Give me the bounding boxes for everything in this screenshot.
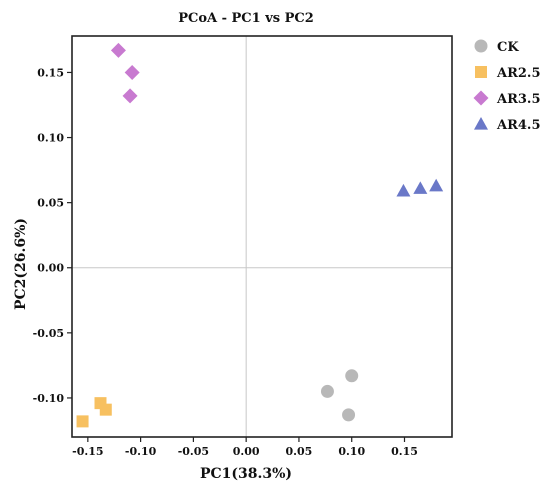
- point-ar3-5: [124, 64, 140, 80]
- plot-area: -0.15 -0.10 -0.05 0.00 0.05 0.10 0.15 -0.10 -0.0…: [33, 35, 453, 458]
- x-tick-label: -0.10: [125, 445, 157, 458]
- plot-frame: [71, 35, 453, 438]
- chart-title: PCoA - PC1 vs PC2: [178, 11, 314, 26]
- point-ar4-5: [413, 181, 428, 194]
- point-ar2-5: [76, 415, 89, 428]
- point-ck: [320, 384, 334, 398]
- x-tick-label: 0.00: [233, 445, 260, 458]
- legend-label-ck: CK: [497, 40, 519, 55]
- y-tick-label: 0.05: [37, 197, 64, 210]
- point-ar3-5: [122, 88, 138, 104]
- legend-label-ar2-5: AR2.5: [496, 66, 541, 81]
- legend-marker-ar3-5: [473, 90, 489, 106]
- x-tick-label: 0.15: [391, 445, 418, 458]
- point-ar2-5: [99, 403, 112, 416]
- x-tick-label: 0.05: [286, 445, 313, 458]
- point-ar4-5: [429, 178, 444, 192]
- y-tick-label: -0.05: [33, 327, 64, 340]
- x-tick-label: -0.05: [178, 445, 209, 458]
- point-ck: [342, 408, 356, 422]
- legend-marker-ck: [474, 39, 488, 53]
- y-tick-label: 0.10: [37, 132, 64, 145]
- point-ar4-5: [396, 183, 411, 197]
- y-tick-label: 0.15: [37, 66, 64, 79]
- point-ar3-5: [110, 42, 126, 58]
- legend-label-ar3-5: AR3.5: [496, 92, 541, 107]
- legend: CK AR2.5 AR3.5 AR4.5: [473, 39, 541, 133]
- x-axis-label: PC1(38.3%): [200, 466, 292, 482]
- legend-label-ar4-5: AR4.5: [496, 118, 541, 133]
- legend-marker-ar4-5: [474, 117, 488, 130]
- point-ck: [345, 369, 359, 383]
- x-tick-label: 0.10: [338, 445, 365, 458]
- legend-marker-ar2-5: [475, 66, 487, 78]
- y-tick-label: 0.00: [37, 262, 64, 275]
- x-tick-label: -0.15: [72, 445, 103, 458]
- y-tick-label: -0.10: [33, 392, 65, 405]
- y-axis-label: PC2(26.6%): [13, 218, 29, 310]
